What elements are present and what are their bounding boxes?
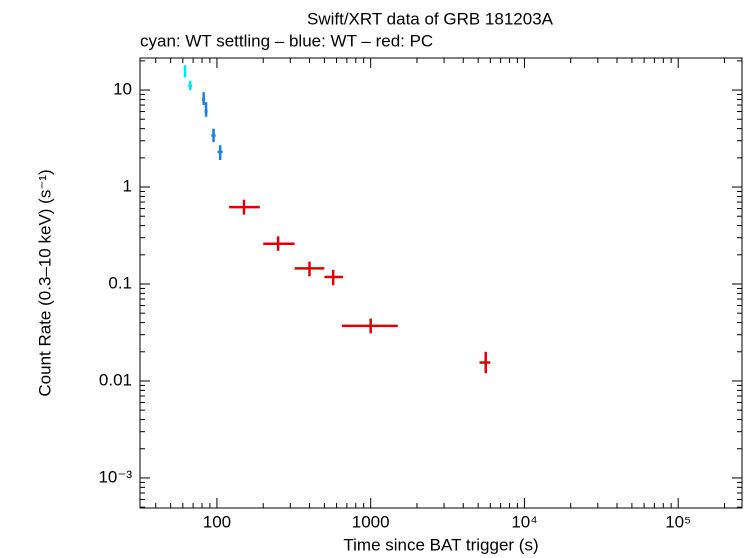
y-tick-label: 10⁻³ bbox=[98, 467, 132, 486]
y-axis-label: Count Rate (0.3–10 keV) (s⁻¹) bbox=[35, 169, 54, 396]
x-tick-label: 100 bbox=[203, 512, 231, 531]
y-tick-label: 1 bbox=[123, 177, 132, 196]
x-tick-label: 1000 bbox=[352, 512, 390, 531]
chart-title: Swift/XRT data of GRB 181203A bbox=[307, 9, 554, 28]
x-tick-label: 10⁵ bbox=[665, 512, 691, 531]
x-axis-label: Time since BAT trigger (s) bbox=[343, 535, 538, 554]
x-tick-label: 10⁴ bbox=[511, 512, 537, 531]
y-tick-label: 10 bbox=[113, 80, 132, 99]
y-tick-label: 0.1 bbox=[108, 273, 132, 292]
plot-frame bbox=[139, 57, 743, 509]
chart-subtitle: cyan: WT settling – blue: WT – red: PC bbox=[140, 31, 433, 50]
y-tick-label: 0.01 bbox=[99, 370, 132, 389]
